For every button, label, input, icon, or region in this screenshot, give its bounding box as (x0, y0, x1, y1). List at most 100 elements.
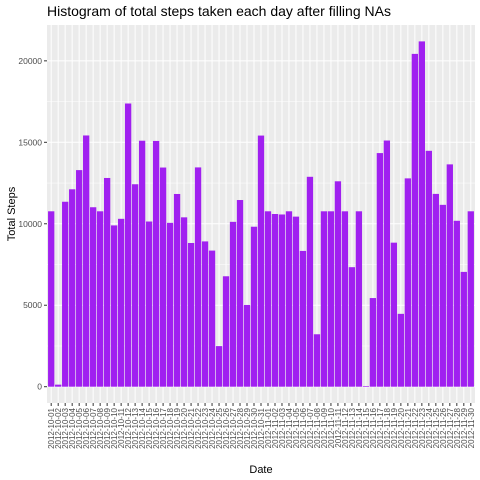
x-tick-label: 2012-10-24 (208, 407, 217, 448)
x-tick-label: 2012-10-05 (75, 407, 84, 448)
bar (299, 250, 307, 387)
x-tick-label: 2012-11-10 (327, 407, 336, 448)
x-tick-label: 2012-10-30 (250, 407, 259, 448)
x-tick-label: 2012-10-07 (89, 407, 98, 448)
x-tick-label: 2012-11-25 (432, 407, 441, 448)
bar (404, 178, 412, 387)
bars-group (48, 41, 474, 387)
x-tick-label: 2012-11-29 (460, 407, 469, 448)
x-tick-label: 2012-11-28 (453, 407, 462, 448)
x-tick-label: 2012-11-01 (264, 407, 273, 448)
bar (320, 211, 328, 387)
bar (376, 153, 384, 387)
bar (145, 221, 153, 387)
x-tick-label: 2012-11-24 (425, 407, 434, 448)
x-tick-label: 2012-11-20 (397, 407, 406, 448)
bar (48, 211, 55, 387)
bar (432, 193, 439, 387)
bar (341, 211, 349, 387)
bar (103, 177, 111, 387)
bar (278, 214, 286, 387)
bar (131, 184, 139, 387)
bar (76, 170, 83, 387)
x-tick-label: 2012-10-22 (194, 407, 203, 448)
bar (187, 242, 195, 387)
x-tick-label: 2012-10-03 (61, 407, 70, 448)
bar (306, 176, 314, 387)
x-tick-label: 2012-10-04 (68, 407, 77, 448)
x-tick-label: 2012-11-16 (369, 407, 378, 448)
x-tick-label: 2012-11-27 (446, 407, 455, 448)
y-axis-label: Total Steps (6, 186, 18, 241)
bar (62, 201, 69, 387)
chart-title: Histogram of total steps taken each day … (47, 3, 391, 19)
bar (166, 222, 174, 387)
x-tick-label: 2012-11-18 (383, 407, 392, 448)
bar (446, 164, 453, 387)
bar (194, 167, 202, 387)
x-axis: 2012-10-012012-10-022012-10-032012-10-04… (47, 403, 476, 449)
bar (208, 250, 216, 387)
bar (83, 135, 90, 387)
bar (243, 304, 251, 387)
x-tick-label: 2012-11-12 (341, 407, 350, 448)
x-tick-label: 2012-10-02 (54, 407, 63, 448)
bar (69, 189, 76, 387)
x-tick-label: 2012-10-13 (131, 407, 140, 448)
bar (264, 211, 272, 387)
x-tick-label: 2012-10-12 (124, 407, 133, 448)
x-tick-label: 2012-10-20 (180, 407, 189, 448)
x-tick-label: 2012-11-04 (285, 407, 294, 448)
bar (110, 225, 118, 387)
bar (467, 211, 474, 387)
x-tick-label: 2012-10-19 (173, 407, 182, 448)
x-tick-label: 2012-11-02 (271, 407, 280, 448)
x-tick-label: 2012-11-21 (404, 407, 413, 448)
x-tick-label: 2012-11-03 (278, 407, 287, 448)
x-tick-label: 2012-11-22 (411, 407, 420, 448)
x-tick-label: 2012-10-17 (159, 407, 168, 448)
x-tick-label: 2012-11-11 (334, 407, 343, 447)
x-tick-label: 2012-10-06 (82, 407, 91, 448)
y-tick-label: 20000 (18, 56, 42, 66)
bar (236, 200, 244, 387)
x-tick-label: 2012-11-15 (362, 407, 371, 448)
x-tick-label: 2012-10-14 (138, 407, 147, 448)
bar (250, 226, 258, 387)
x-tick-label: 2012-10-09 (103, 407, 112, 448)
bar (460, 271, 467, 387)
bar (453, 220, 460, 387)
bar (439, 204, 446, 387)
x-tick-label: 2012-11-17 (376, 407, 385, 448)
y-tick-label: 5000 (23, 300, 42, 310)
x-tick-label: 2012-11-19 (390, 407, 399, 448)
x-tick-label: 2012-11-06 (299, 407, 308, 448)
x-tick-label: 2012-11-05 (292, 407, 301, 448)
x-tick-label: 2012-11-23 (418, 407, 427, 448)
bar (222, 276, 230, 387)
x-tick-label: 2012-11-13 (348, 407, 357, 448)
x-tick-label: 2012-10-08 (96, 407, 105, 448)
bar (369, 298, 377, 387)
bar (215, 346, 223, 387)
x-tick-label: 2012-11-30 (467, 407, 476, 448)
bar (292, 216, 300, 387)
bar (55, 384, 62, 387)
bar (383, 140, 391, 387)
x-axis-label: Date (249, 464, 272, 476)
bar (159, 167, 167, 387)
y-axis: 0 5000 10000 15000 20000 (18, 56, 47, 392)
x-tick-label: 2012-10-25 (215, 407, 224, 448)
bar (411, 53, 419, 387)
x-tick-label: 2012-10-23 (201, 407, 210, 448)
bar (271, 214, 279, 387)
y-tick-label: 15000 (18, 137, 42, 147)
x-tick-label: 2012-10-31 (257, 407, 266, 448)
bar (90, 207, 97, 387)
bar (348, 267, 356, 387)
bar (97, 211, 104, 387)
x-tick-label: 2012-10-21 (187, 407, 196, 448)
x-tick-label: 2012-10-11 (117, 407, 126, 448)
x-tick-label: 2012-10-26 (222, 407, 231, 448)
